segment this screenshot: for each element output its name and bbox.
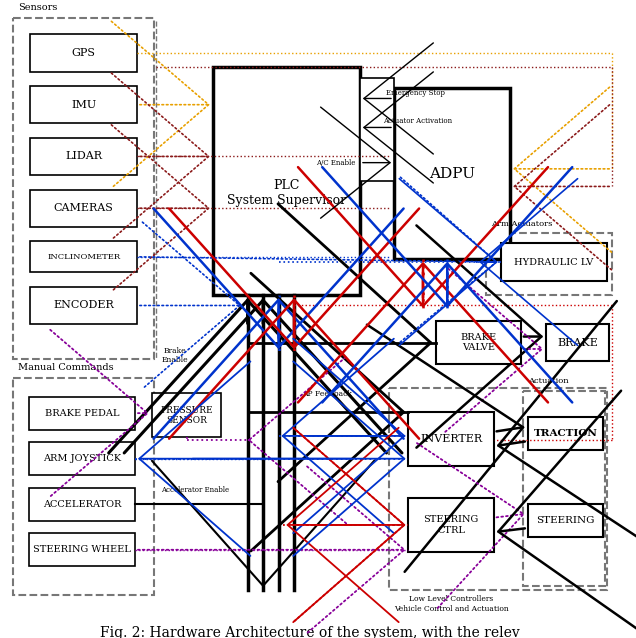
Text: AP Feedback: AP Feedback [302,390,352,398]
Text: STEERING WHEEL: STEERING WHEEL [33,545,131,554]
Text: GPS: GPS [72,48,96,58]
Text: HYDRAULIC LV: HYDRAULIC LV [515,258,593,267]
Text: A/C Enable: A/C Enable [316,159,355,167]
FancyBboxPatch shape [501,243,607,281]
FancyBboxPatch shape [31,241,137,272]
Text: LIDAR: LIDAR [66,151,102,161]
Text: BRAKE
VALVE: BRAKE VALVE [460,333,496,352]
Text: Brake
Enable: Brake Enable [162,347,188,364]
FancyBboxPatch shape [151,394,221,437]
Text: Emergency Stop: Emergency Stop [386,89,445,97]
Text: Actuation: Actuation [528,377,569,385]
FancyBboxPatch shape [31,86,137,123]
Text: TRACTION: TRACTION [534,429,597,438]
FancyBboxPatch shape [31,34,137,71]
Text: BRAKE PEDAL: BRAKE PEDAL [45,409,119,418]
Text: Sensors: Sensors [18,3,57,11]
FancyBboxPatch shape [394,88,510,259]
Text: INVERTER: INVERTER [420,434,482,444]
FancyBboxPatch shape [29,533,135,567]
Text: PRESSURE
SENSOR: PRESSURE SENSOR [160,406,213,425]
FancyBboxPatch shape [408,412,494,466]
Text: PLC
System Supervisor: PLC System Supervisor [227,179,346,207]
Text: Arm Actuators: Arm Actuators [491,220,552,228]
FancyBboxPatch shape [528,417,604,450]
FancyBboxPatch shape [31,189,137,227]
Text: Accelerator Enable: Accelerator Enable [162,486,230,494]
FancyBboxPatch shape [360,78,394,181]
Text: CAMERAS: CAMERAS [54,203,114,213]
Text: ADPU: ADPU [429,167,475,181]
FancyBboxPatch shape [528,504,604,537]
FancyBboxPatch shape [546,324,609,361]
FancyBboxPatch shape [29,442,135,475]
Text: ARM JOYSTICK: ARM JOYSTICK [43,454,121,463]
FancyBboxPatch shape [29,397,135,430]
Text: IMU: IMU [71,100,96,110]
Text: STEERING: STEERING [536,516,595,525]
FancyBboxPatch shape [436,321,521,364]
Text: INCLINOMETER: INCLINOMETER [47,253,120,261]
FancyBboxPatch shape [408,498,494,552]
Text: Low Level Controllers
Vehicle Control and Actuation: Low Level Controllers Vehicle Control an… [394,595,509,612]
FancyBboxPatch shape [212,68,360,295]
FancyBboxPatch shape [31,138,137,175]
FancyBboxPatch shape [29,487,135,521]
Text: ACCELERATOR: ACCELERATOR [43,500,121,508]
Text: Manual Commands: Manual Commands [18,363,113,372]
Text: Actuator Activation: Actuator Activation [383,117,452,125]
Text: BRAKE: BRAKE [557,338,598,348]
FancyBboxPatch shape [31,287,137,324]
Text: Fig. 2: Hardware Architecture of the system, with the relev: Fig. 2: Hardware Architecture of the sys… [100,627,520,638]
Text: STEERING
CTRL: STEERING CTRL [424,516,479,535]
Text: ENCODER: ENCODER [53,300,114,311]
